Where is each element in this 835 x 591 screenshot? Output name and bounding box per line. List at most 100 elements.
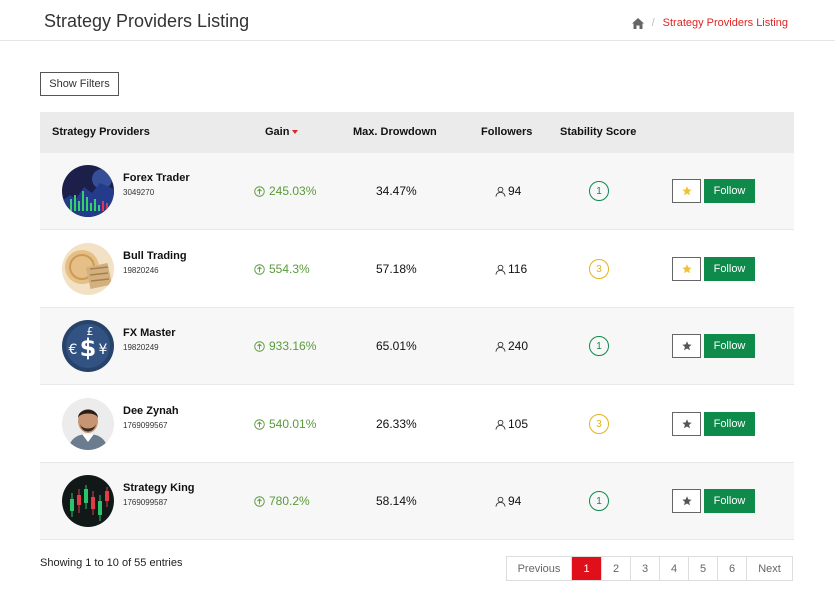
follow-button[interactable]: Follow: [704, 257, 755, 281]
favorite-button[interactable]: [672, 334, 701, 358]
star-icon: [681, 186, 692, 196]
gain-text: 933.16%: [269, 339, 317, 353]
home-icon[interactable]: [631, 17, 644, 29]
pagination-page[interactable]: 2: [601, 557, 630, 580]
stability-score-badge: 1: [589, 336, 609, 356]
provider-id: 19820249: [123, 343, 159, 352]
user-icon: [495, 496, 506, 507]
provider-id: 1769099567: [123, 421, 168, 430]
star-icon: [681, 496, 692, 506]
table-row: $ € ¥ £ FX Master 19820249 933.16% 65.01% 2…: [40, 308, 794, 385]
provider-name[interactable]: Dee Zynah: [123, 405, 179, 417]
provider-name[interactable]: Bull Trading: [123, 250, 187, 262]
sort-desc-icon: [292, 130, 299, 134]
provider-id: 19820246: [123, 266, 159, 275]
column-header-followers: Followers: [481, 126, 533, 138]
provider-avatar[interactable]: $ € ¥ £: [62, 320, 114, 372]
provider-avatar[interactable]: [62, 165, 114, 217]
gain-text: 554.3%: [269, 262, 310, 276]
provider-avatar[interactable]: [62, 475, 114, 527]
follow-button[interactable]: Follow: [704, 489, 755, 513]
arrow-up-circle-icon: [254, 185, 265, 197]
drawdown-value: 58.14%: [376, 494, 417, 508]
gain-text: 540.01%: [269, 417, 317, 431]
favorite-button[interactable]: [672, 489, 701, 513]
pagination-page[interactable]: 5: [688, 557, 717, 580]
entries-info: Showing 1 to 10 of 55 entries: [40, 557, 183, 569]
favorite-button[interactable]: [672, 412, 701, 436]
breadcrumb: / Strategy Providers Listing: [631, 17, 788, 29]
table-row: Strategy King 1769099587 780.2% 58.14% 9…: [40, 463, 794, 540]
gain-value: 933.16%: [254, 339, 316, 353]
followers-value: 105: [495, 417, 528, 431]
provider-id: 3049270: [123, 188, 155, 197]
user-icon: [495, 264, 506, 275]
star-icon: [681, 264, 692, 274]
user-icon: [495, 341, 506, 352]
breadcrumb-separator: /: [651, 17, 655, 29]
pagination-previous[interactable]: Previous: [517, 562, 561, 575]
stability-score-badge: 3: [589, 414, 609, 434]
provider-name[interactable]: Forex Trader: [123, 172, 190, 184]
table-row: Bull Trading 19820246 554.3% 57.18% 116 …: [40, 231, 794, 308]
gain-value: 540.01%: [254, 417, 316, 431]
star-icon: [681, 419, 692, 429]
column-header-gain[interactable]: Gain: [265, 126, 299, 138]
svg-text:$: $: [80, 334, 97, 362]
table-header: Strategy Providers Gain Max. Drowdown Fo…: [40, 112, 794, 153]
followers-text: 116: [508, 262, 528, 276]
followers-text: 240: [508, 339, 529, 353]
column-header-stability: Stability Score: [560, 126, 637, 138]
provider-id: 1769099587: [123, 498, 168, 507]
column-header-provider: Strategy Providers: [52, 126, 150, 138]
svg-text:€: €: [69, 342, 78, 358]
followers-value: 116: [495, 262, 527, 276]
pagination-page[interactable]: 4: [659, 557, 688, 580]
user-icon: [495, 186, 506, 197]
column-header-gain-label: Gain: [265, 126, 290, 138]
gain-text: 780.2%: [269, 494, 310, 508]
pagination: Previous 1 2 3 4 5 6 Next: [506, 556, 793, 581]
page-header: Strategy Providers Listing / Strategy Pr…: [0, 0, 835, 41]
followers-value: 94: [495, 184, 521, 198]
followers-text: 94: [508, 494, 522, 508]
gain-text: 245.03%: [269, 184, 317, 198]
show-filters-button[interactable]: Show Filters: [40, 72, 119, 96]
pagination-next[interactable]: Next: [746, 557, 792, 580]
provider-name[interactable]: FX Master: [123, 327, 176, 339]
svg-text:¥: ¥: [99, 342, 108, 358]
provider-avatar[interactable]: [62, 243, 114, 295]
gain-value: 780.2%: [254, 494, 310, 508]
pagination-page[interactable]: 1: [571, 557, 601, 580]
provider-avatar[interactable]: [62, 398, 114, 450]
breadcrumb-current: Strategy Providers Listing: [662, 17, 788, 29]
follow-button[interactable]: Follow: [704, 412, 755, 436]
stability-score-badge: 1: [589, 181, 609, 201]
pagination-page[interactable]: 3: [630, 557, 659, 580]
arrow-up-circle-icon: [254, 340, 265, 352]
drawdown-value: 57.18%: [376, 262, 417, 276]
star-icon: [681, 341, 692, 351]
table-row: Forex Trader 3049270 245.03% 34.47% 94 1…: [40, 153, 794, 230]
arrow-up-circle-icon: [254, 263, 265, 275]
followers-text: 105: [508, 417, 529, 431]
favorite-button[interactable]: [672, 179, 701, 203]
follow-button[interactable]: Follow: [704, 334, 755, 358]
favorite-button[interactable]: [672, 257, 701, 281]
provider-name[interactable]: Strategy King: [123, 482, 195, 494]
providers-table: Strategy Providers Gain Max. Drowdown Fo…: [40, 112, 794, 540]
drawdown-value: 34.47%: [376, 184, 417, 198]
arrow-up-circle-icon: [254, 418, 265, 430]
drawdown-value: 65.01%: [376, 339, 417, 353]
followers-value: 240: [495, 339, 528, 353]
page-title: Strategy Providers Listing: [44, 11, 250, 31]
svg-text:£: £: [87, 325, 94, 338]
stability-score-badge: 3: [589, 259, 609, 279]
pagination-page[interactable]: 6: [717, 557, 746, 580]
arrow-up-circle-icon: [254, 495, 265, 507]
stability-score-badge: 1: [589, 491, 609, 511]
drawdown-value: 26.33%: [376, 417, 417, 431]
gain-value: 245.03%: [254, 184, 316, 198]
follow-button[interactable]: Follow: [704, 179, 755, 203]
table-row: Dee Zynah 1769099567 540.01% 26.33% 105 …: [40, 386, 794, 463]
